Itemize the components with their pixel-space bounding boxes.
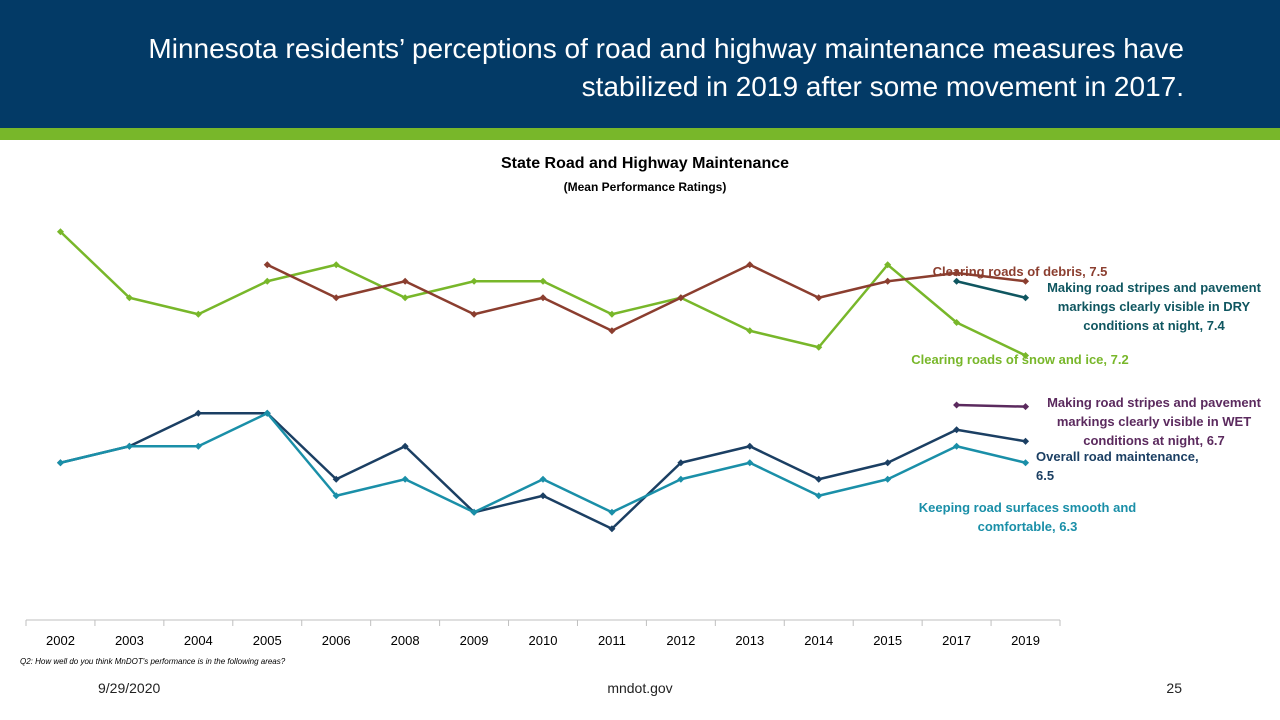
- data-point-marker: [953, 318, 961, 327]
- x-axis: 2002 2003 2004 2005 2006 2008 2009 2010 2011 2012…: [25, 619, 1061, 648]
- survey-question-footnote: Q2: How well do you think MnDOT's perfor…: [20, 657, 286, 666]
- data-point-marker: [815, 492, 823, 500]
- series-line: [956, 280, 1026, 299]
- data-point-marker: [332, 294, 340, 302]
- x-tick-label: 2015: [873, 633, 902, 648]
- data-point-marker: [608, 327, 616, 335]
- series-line: [60, 412, 1026, 530]
- series-label-smooth: Keeping road surfaces smooth and comfort…: [918, 500, 1137, 534]
- data-point-marker: [539, 294, 547, 302]
- data-point-marker: [1021, 459, 1030, 467]
- series-label-debris: Clearing roads of debris, 7.5: [932, 264, 1108, 279]
- series-line: [266, 263, 1026, 332]
- x-tick-label: 2005: [253, 633, 282, 648]
- data-point-marker: [263, 409, 271, 417]
- series-4: [56, 409, 1030, 533]
- series-line: [59, 230, 1027, 357]
- data-point-marker: [608, 525, 616, 533]
- data-point-marker: [815, 294, 823, 302]
- chart-title: State Road and Highway Maintenance: [500, 155, 790, 172]
- data-point-marker: [815, 343, 823, 351]
- x-tick-label: 2017: [942, 633, 971, 648]
- series-5: [56, 409, 1030, 516]
- data-point-marker: [56, 459, 65, 467]
- x-tick-label: 2013: [735, 633, 764, 648]
- data-point-marker: [677, 475, 685, 483]
- data-point-marker: [953, 401, 961, 409]
- data-point-marker: [539, 475, 547, 483]
- footer-website: mndot.gov: [607, 680, 673, 696]
- slide-title: Minnesota residents’ perceptions of road…: [148, 33, 1184, 102]
- data-point-marker: [263, 261, 271, 269]
- series-3: [953, 401, 1030, 411]
- data-point-marker: [884, 261, 892, 269]
- data-point-marker: [884, 475, 892, 483]
- series-1: [263, 261, 1030, 335]
- data-point-marker: [470, 310, 478, 318]
- x-tick-label: 2010: [529, 633, 558, 648]
- series-lines: [56, 228, 1030, 533]
- data-point-marker: [746, 442, 754, 450]
- x-tick-label: 2006: [322, 633, 351, 648]
- data-point-marker: [401, 277, 409, 285]
- title-banner: [0, 0, 1280, 128]
- data-point-marker: [608, 310, 616, 318]
- series-label-stripes-wet: Making road stripes and pavement marking…: [1047, 395, 1261, 448]
- series-label-snow-ice: Clearing roads of snow and ice, 7.2: [911, 352, 1129, 367]
- series-label-overall: Overall road maintenance, 6.5: [1036, 449, 1199, 483]
- footer-date: 9/29/2020: [98, 680, 161, 696]
- accent-stripe: [0, 128, 1280, 140]
- data-point-marker: [953, 269, 961, 277]
- data-point-marker: [194, 310, 202, 318]
- data-point-marker: [332, 261, 340, 269]
- series-0: [56, 228, 1030, 360]
- data-point-marker: [194, 409, 202, 417]
- data-point-marker: [194, 442, 202, 450]
- data-point-marker: [332, 492, 340, 500]
- x-tick-label: 2008: [391, 633, 420, 648]
- data-point-marker: [746, 459, 754, 467]
- data-point-marker: [953, 277, 961, 285]
- data-point-marker: [401, 475, 409, 483]
- data-point-marker: [677, 459, 685, 467]
- x-tick-label: 2014: [804, 633, 833, 648]
- data-point-marker: [401, 294, 409, 302]
- series-line: [956, 403, 1026, 408]
- data-point-marker: [953, 442, 961, 450]
- data-point-marker: [953, 426, 961, 434]
- data-point-marker: [884, 277, 892, 285]
- data-point-marker: [1021, 403, 1030, 411]
- x-tick-label: 2003: [115, 633, 144, 648]
- data-point-marker: [401, 442, 409, 450]
- data-point-marker: [125, 442, 133, 450]
- data-point-marker: [608, 508, 616, 516]
- data-point-marker: [539, 492, 547, 500]
- series-label-stripes-dry: Making road stripes and pavement marking…: [1047, 280, 1261, 333]
- x-tick-label: 2012: [666, 633, 695, 648]
- data-point-marker: [332, 475, 340, 483]
- data-point-marker: [815, 475, 823, 483]
- data-point-marker: [470, 508, 478, 516]
- data-point-marker: [263, 277, 271, 285]
- data-point-marker: [1021, 294, 1030, 302]
- data-point-marker: [539, 277, 547, 285]
- chart-subtitle: (Mean Performance Ratings): [563, 180, 727, 194]
- data-point-marker: [746, 327, 754, 335]
- page-number: 25: [1166, 680, 1182, 696]
- data-point-marker: [1021, 437, 1030, 445]
- data-point-marker: [746, 261, 754, 269]
- x-tick-label: 2019: [1011, 633, 1040, 648]
- data-point-marker: [884, 459, 892, 467]
- data-point-marker: [677, 294, 685, 302]
- x-tick-label: 2004: [184, 633, 213, 648]
- data-point-marker: [470, 277, 478, 285]
- data-point-marker: [125, 294, 133, 302]
- x-tick-label: 2009: [460, 633, 489, 648]
- x-tick-label: 2011: [598, 633, 626, 648]
- x-tick-label: 2002: [46, 633, 75, 648]
- data-point-marker: [56, 228, 65, 236]
